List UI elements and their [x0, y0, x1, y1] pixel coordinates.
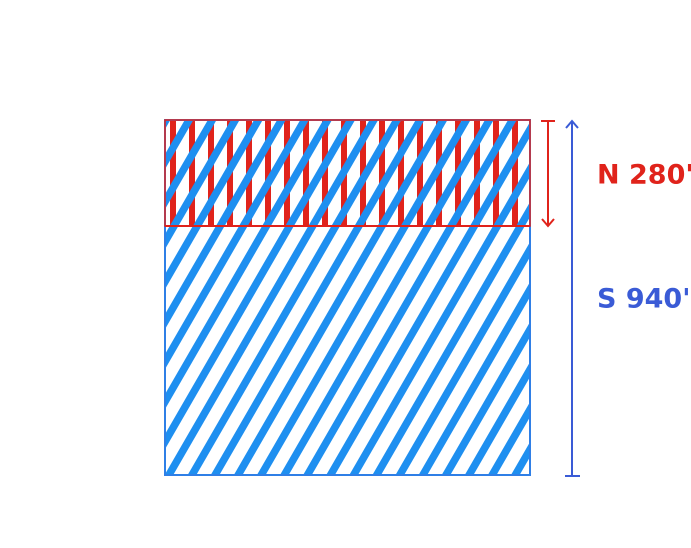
north-label: N 280' [597, 160, 691, 191]
north-dimension [541, 120, 555, 228]
south-dimension [565, 119, 580, 477]
north-outline [164, 119, 531, 227]
south-hatch [165, 120, 530, 475]
south-label: S 940' [597, 284, 690, 315]
parcel [165, 120, 530, 475]
